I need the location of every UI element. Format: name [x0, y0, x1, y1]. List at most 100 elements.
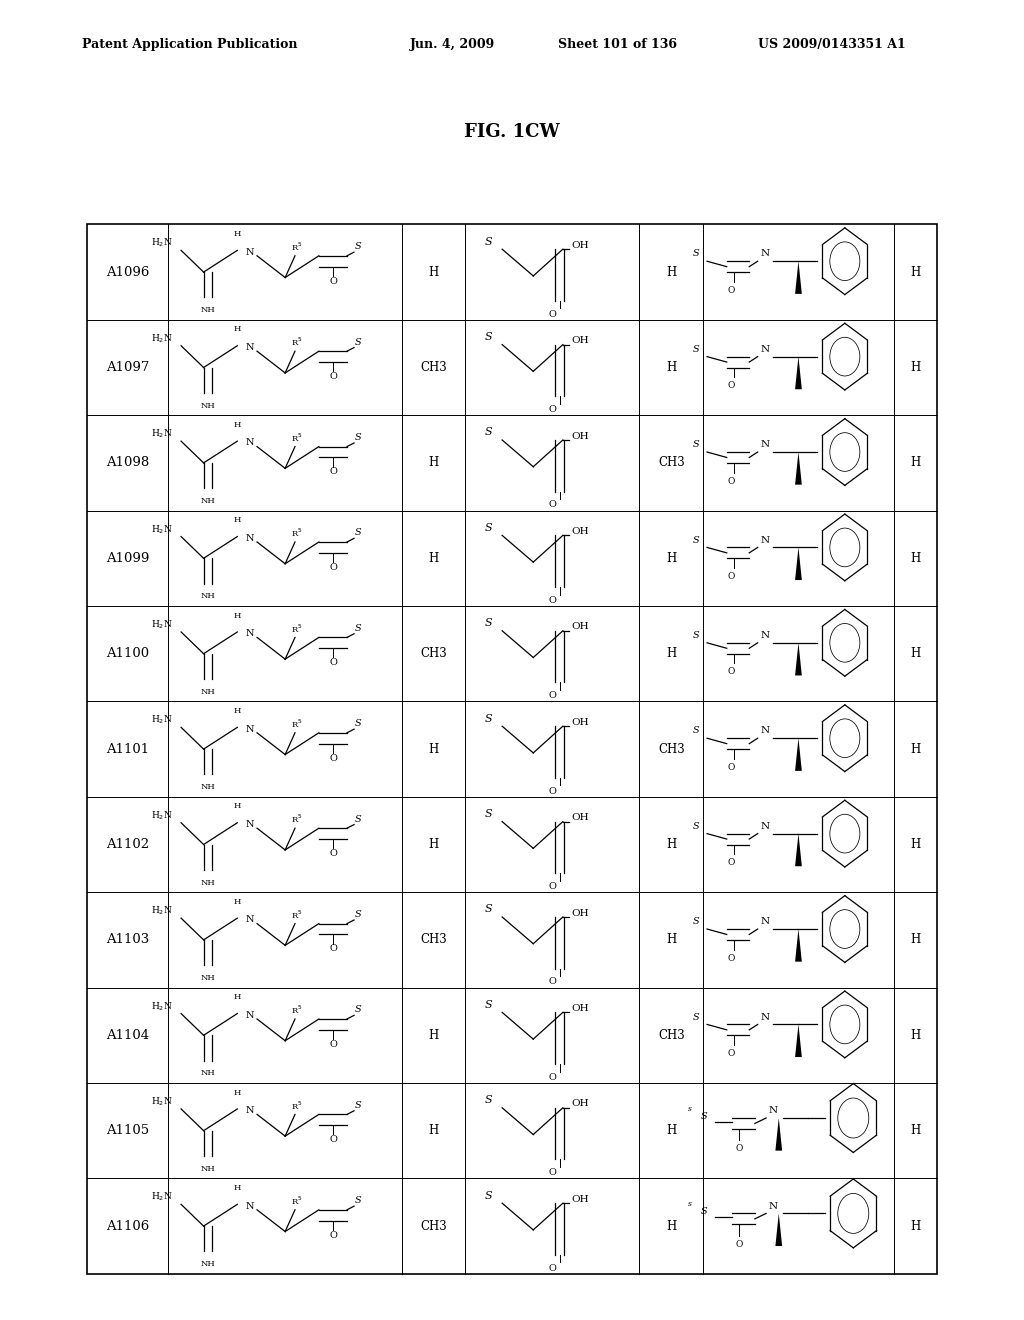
Text: OH: OH: [571, 908, 590, 917]
Polygon shape: [795, 261, 802, 294]
Text: O: O: [329, 467, 337, 477]
Text: H: H: [428, 1028, 438, 1041]
Text: O: O: [727, 285, 734, 294]
Text: H: H: [667, 1220, 677, 1233]
Text: H: H: [428, 1125, 438, 1138]
Text: R$^5$: R$^5$: [291, 908, 302, 921]
Text: A1096: A1096: [105, 265, 150, 279]
Text: A1106: A1106: [105, 1220, 150, 1233]
Text: S: S: [485, 904, 493, 915]
Text: S: S: [355, 814, 361, 824]
Text: O: O: [329, 1040, 337, 1049]
Text: O: O: [727, 763, 734, 772]
Text: H: H: [910, 838, 921, 851]
Text: R$^5$: R$^5$: [291, 240, 302, 253]
Text: s: s: [688, 1200, 692, 1208]
Text: H: H: [667, 838, 677, 851]
Text: N: N: [760, 536, 769, 545]
Text: H: H: [428, 265, 438, 279]
Text: s: s: [688, 1105, 692, 1113]
Polygon shape: [795, 929, 802, 962]
Text: H: H: [233, 326, 241, 334]
Text: OH: OH: [571, 813, 590, 822]
Text: O: O: [727, 1049, 734, 1057]
Text: O: O: [329, 659, 337, 668]
Text: S: S: [355, 624, 361, 632]
Text: O: O: [727, 572, 734, 581]
Text: H$_2$N: H$_2$N: [151, 809, 172, 822]
Text: H: H: [428, 838, 438, 851]
Text: NH: NH: [201, 1069, 215, 1077]
Text: N: N: [769, 1106, 777, 1115]
Text: A1100: A1100: [105, 647, 148, 660]
Text: NH: NH: [201, 783, 215, 791]
Polygon shape: [795, 356, 802, 389]
Text: O: O: [549, 595, 556, 605]
Text: H: H: [910, 552, 921, 565]
Text: H: H: [233, 230, 241, 238]
Text: S: S: [485, 1191, 493, 1201]
Text: O: O: [329, 754, 337, 763]
Text: A1105: A1105: [105, 1125, 148, 1138]
Text: O: O: [727, 381, 734, 391]
Polygon shape: [795, 643, 802, 676]
Text: N: N: [246, 438, 254, 447]
Text: N: N: [246, 533, 254, 543]
Text: H: H: [667, 360, 677, 374]
Text: R$^5$: R$^5$: [291, 813, 302, 825]
Text: NH: NH: [201, 496, 215, 506]
Text: O: O: [727, 477, 734, 486]
Text: H: H: [428, 743, 438, 755]
Text: H: H: [910, 265, 921, 279]
Text: CH3: CH3: [420, 933, 446, 946]
Text: H: H: [667, 647, 677, 660]
Text: S: S: [692, 249, 699, 259]
Polygon shape: [795, 548, 802, 579]
Text: H: H: [233, 1089, 241, 1097]
Text: S: S: [355, 433, 361, 442]
Text: H: H: [233, 516, 241, 524]
Text: US 2009/0143351 A1: US 2009/0143351 A1: [758, 38, 905, 51]
Text: S: S: [692, 726, 699, 735]
Text: CH3: CH3: [658, 457, 685, 470]
Text: H: H: [910, 1220, 921, 1233]
Text: S: S: [355, 1101, 361, 1110]
Text: O: O: [727, 668, 734, 676]
Text: O: O: [329, 945, 337, 953]
Text: O: O: [735, 1144, 743, 1154]
Text: CH3: CH3: [420, 1220, 446, 1233]
Text: CH3: CH3: [420, 360, 446, 374]
Text: O: O: [329, 849, 337, 858]
Text: S: S: [692, 917, 699, 927]
Text: N: N: [246, 248, 254, 256]
Text: R$^5$: R$^5$: [291, 718, 302, 730]
Text: H: H: [233, 611, 241, 619]
Text: A1101: A1101: [105, 743, 148, 755]
Text: A1102: A1102: [105, 838, 148, 851]
Text: N: N: [760, 822, 769, 830]
Text: S: S: [692, 345, 699, 354]
Text: CH3: CH3: [420, 647, 446, 660]
Text: NH: NH: [201, 1261, 215, 1269]
Text: O: O: [549, 787, 556, 796]
Text: OH: OH: [571, 718, 590, 727]
Text: H: H: [233, 993, 241, 1002]
Text: R$^5$: R$^5$: [291, 622, 302, 635]
Text: O: O: [549, 310, 556, 318]
Text: H: H: [667, 933, 677, 946]
Text: H: H: [910, 647, 921, 660]
Text: N: N: [246, 630, 254, 639]
Text: H: H: [667, 552, 677, 565]
Text: O: O: [727, 953, 734, 962]
Text: N: N: [760, 249, 769, 259]
Text: S: S: [485, 999, 493, 1010]
Text: A1097: A1097: [105, 360, 150, 374]
Text: S: S: [355, 338, 361, 347]
Text: OH: OH: [571, 240, 590, 249]
Text: OH: OH: [571, 1195, 590, 1204]
Text: N: N: [760, 345, 769, 354]
Text: N: N: [246, 820, 254, 829]
Text: H$_2$N: H$_2$N: [151, 1191, 172, 1204]
Text: NH: NH: [201, 593, 215, 601]
Text: S: S: [355, 1196, 361, 1205]
